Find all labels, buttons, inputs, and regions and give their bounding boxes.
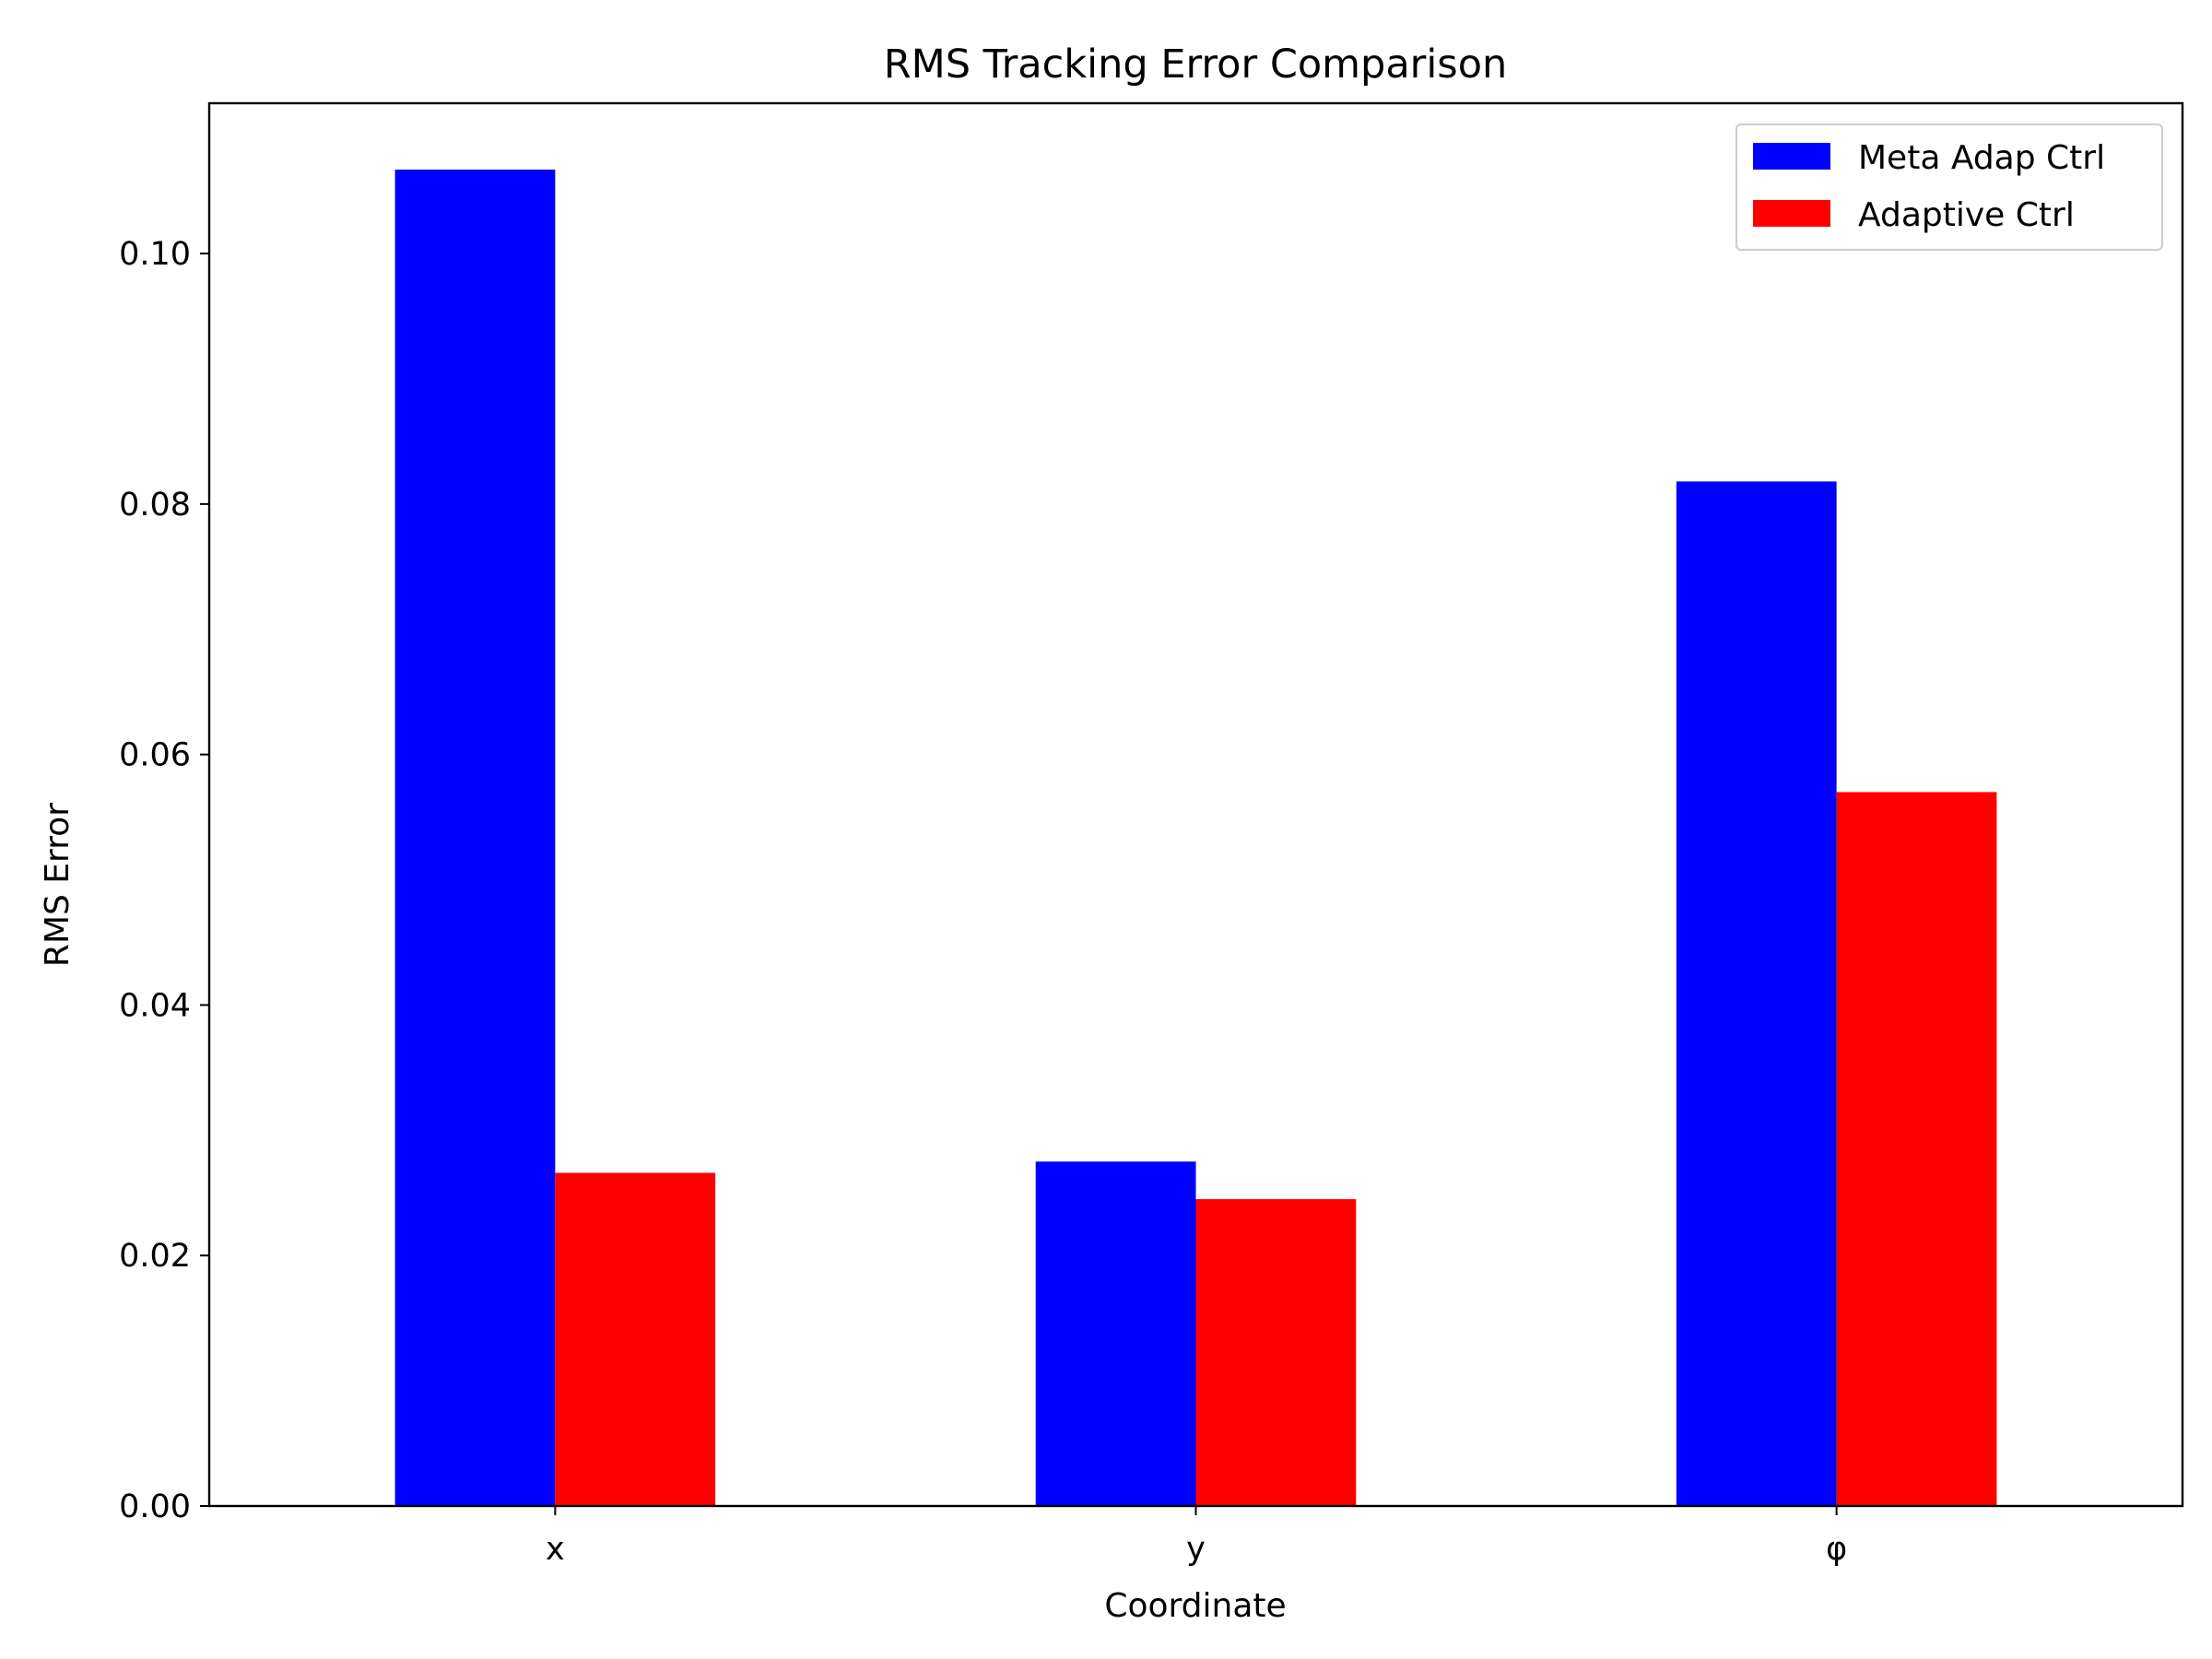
legend-label: Meta Adap Ctrl bbox=[1858, 139, 2105, 177]
chart-title: RMS Tracking Error Comparison bbox=[884, 41, 1508, 88]
bar-meta-adap-ctrl-2 bbox=[1676, 481, 1837, 1506]
y-tick-label: 0.04 bbox=[119, 987, 191, 1024]
bar-adaptive-ctrl-1 bbox=[1195, 1199, 1357, 1506]
y-tick-label: 0.00 bbox=[119, 1488, 191, 1525]
bar-adaptive-ctrl-0 bbox=[555, 1172, 716, 1506]
legend-swatch bbox=[1753, 143, 1830, 170]
legend-swatch bbox=[1753, 200, 1830, 227]
bars-group bbox=[394, 170, 1997, 1507]
legend-box bbox=[1735, 124, 2163, 251]
bar-meta-adap-ctrl-0 bbox=[394, 170, 556, 1507]
bar-meta-adap-ctrl-1 bbox=[1035, 1161, 1196, 1506]
legend: Meta Adap Ctrl Adaptive Ctrl bbox=[1735, 124, 2163, 251]
y-tick-label: 0.08 bbox=[119, 487, 191, 524]
x-tick-label: φ bbox=[1826, 1531, 1847, 1568]
x-tick-label: y bbox=[1186, 1531, 1206, 1568]
x-tick-label: x bbox=[546, 1531, 565, 1568]
x-axis-label: Coordinate bbox=[1104, 1587, 1286, 1625]
legend-label: Adaptive Ctrl bbox=[1858, 196, 2075, 234]
y-axis-ticks: 0.00 0.02 0.04 0.06 0.08 0.10 bbox=[119, 236, 209, 1525]
y-tick-label: 0.10 bbox=[119, 236, 191, 273]
plot-frame bbox=[207, 101, 2184, 1508]
bar-adaptive-ctrl-2 bbox=[1836, 792, 1997, 1506]
y-tick-label: 0.06 bbox=[119, 737, 191, 774]
y-axis-label: RMS Error bbox=[39, 803, 76, 967]
y-tick-label: 0.02 bbox=[119, 1238, 191, 1275]
